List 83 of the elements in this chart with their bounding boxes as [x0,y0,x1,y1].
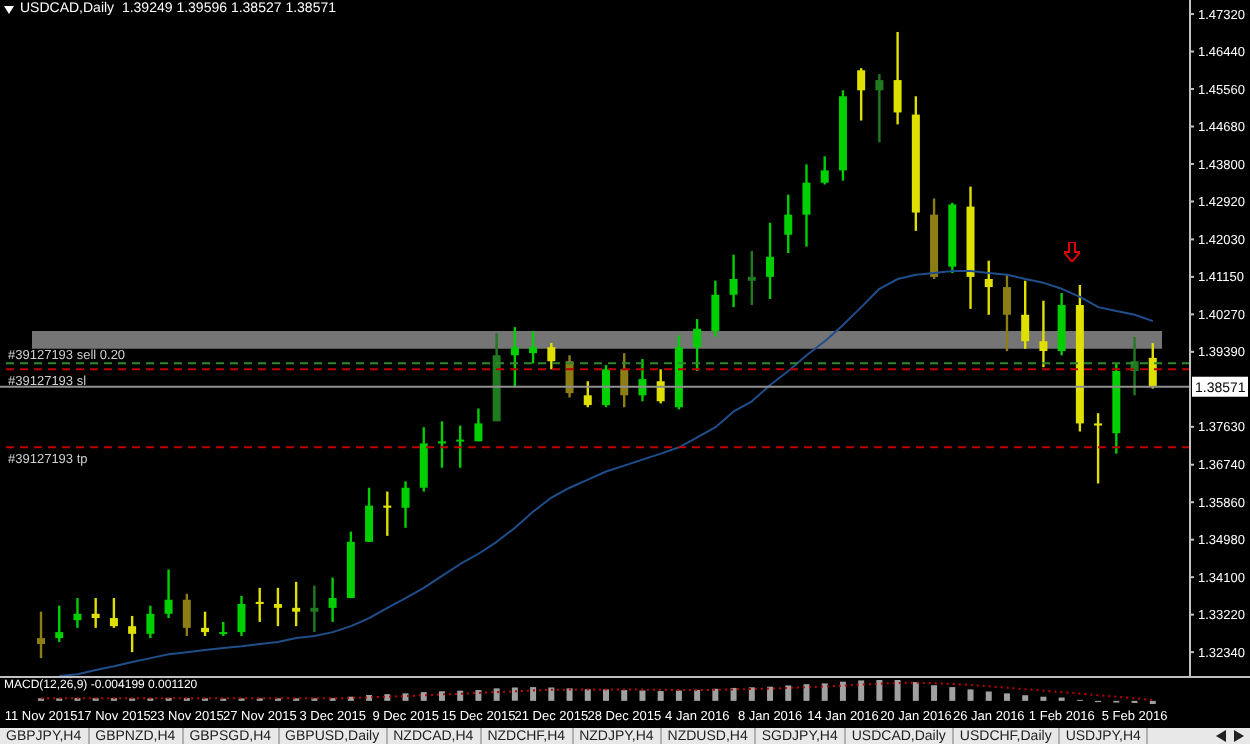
candlestick [766,221,775,301]
candlestick [401,480,410,529]
bar [384,694,391,701]
candlestick [365,486,374,544]
candlestick [802,163,811,248]
candlestick [656,368,665,405]
candlestick [292,580,301,628]
candlestick [474,407,483,443]
bar [803,684,810,701]
bar [621,690,628,701]
candlestick [711,279,720,339]
bar [511,687,518,701]
bar [730,687,737,701]
bar [566,688,573,701]
bar [767,686,774,701]
candlestick [857,66,866,122]
bar [785,685,792,701]
candlestick [583,380,592,409]
bar [985,691,992,701]
bar [894,680,901,701]
candlestick [1094,411,1103,485]
bar [949,687,956,701]
candlestick [602,363,610,409]
candlestick [419,426,428,493]
candlestick [328,576,337,624]
candlestick [146,604,155,640]
bar [675,690,682,701]
bar [475,690,482,701]
candlestick [547,341,556,371]
candlestick [1039,299,1048,369]
bar [931,685,938,701]
candlestick [273,586,282,628]
candlestick [310,584,319,634]
bar [858,680,865,701]
bar [402,693,409,701]
candlestick [1057,291,1066,357]
bar [548,687,555,701]
bar [748,687,755,701]
bar [457,690,464,701]
candlestick [91,596,100,630]
candlestick [109,596,118,630]
bar [967,689,974,701]
candlestick [37,610,45,660]
candlestick [893,30,902,126]
bar [584,689,591,701]
candlestick [55,604,64,644]
candlestick [383,490,392,538]
candlestick [729,253,738,309]
bar [657,691,664,701]
candlestick [73,596,82,630]
bar [438,691,445,701]
bar [839,681,846,701]
bar [876,680,883,701]
candlestick [128,614,137,654]
bar [639,690,646,701]
candlestick [784,193,793,255]
candlestick [510,325,519,389]
bar [1022,695,1029,701]
candlestick [201,610,210,638]
bar [712,688,719,701]
candlestick [456,424,465,469]
candlestick [693,317,702,373]
candlestick [529,329,538,365]
bar [1003,693,1010,701]
bar [694,690,701,701]
candlestick [237,594,246,638]
bar [420,692,427,701]
bar [603,689,609,701]
candlestick [255,586,264,624]
candlestick [164,568,173,620]
candlestick [1148,341,1157,390]
bar [530,687,537,701]
candlestick [1002,273,1011,353]
bar [821,683,828,701]
candlestick [984,259,993,316]
candlestick [820,155,829,186]
candlestick [747,249,756,307]
candlestick [875,72,884,144]
bar [493,688,500,701]
candlestick [1021,279,1030,351]
candlestick [182,592,191,638]
candlestick [437,420,446,469]
bar [912,682,919,701]
